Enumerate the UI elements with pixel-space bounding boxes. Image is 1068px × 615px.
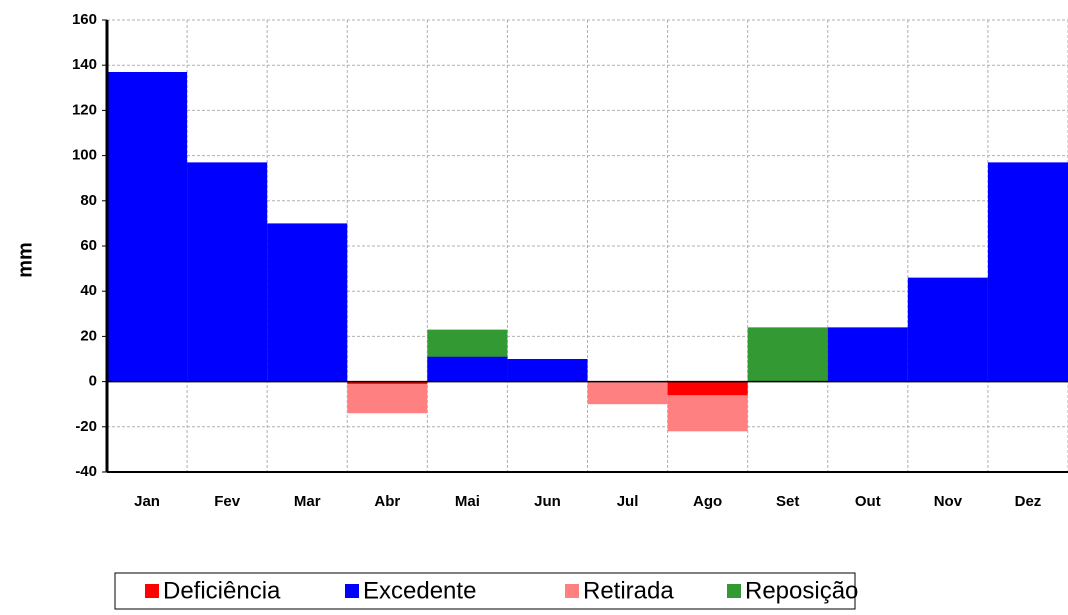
- x-tick-label: Mar: [294, 493, 321, 510]
- x-tick-label: Ago: [693, 493, 722, 510]
- legend-swatch: [565, 584, 579, 598]
- bar: [587, 381, 668, 405]
- bar: [827, 327, 908, 382]
- y-tick-label: 20: [80, 327, 97, 344]
- legend-swatch: [727, 584, 741, 598]
- legend-label: Excedente: [363, 577, 476, 604]
- bar: [907, 277, 988, 382]
- bar: [507, 359, 588, 382]
- x-tick-label: Jun: [534, 493, 561, 510]
- bar: [427, 356, 508, 382]
- y-tick-label: 40: [80, 282, 97, 299]
- y-tick-label: 0: [89, 373, 97, 390]
- legend-label: Retirada: [583, 577, 674, 604]
- y-tick-label: 100: [72, 147, 97, 164]
- bar: [267, 223, 348, 382]
- legend-swatch: [145, 584, 159, 598]
- bar: [187, 162, 268, 382]
- y-tick-label: 60: [80, 237, 97, 254]
- x-tick-label: Out: [855, 493, 881, 510]
- bar: [347, 381, 428, 384]
- bar: [347, 381, 428, 414]
- x-tick-label: Fev: [214, 493, 241, 510]
- y-tick-label: -40: [75, 463, 97, 480]
- x-tick-label: Set: [776, 493, 799, 510]
- bar: [987, 162, 1068, 382]
- y-tick-label: 80: [80, 192, 97, 209]
- y-tick-label: 120: [72, 101, 97, 118]
- y-tick-label: 160: [72, 11, 97, 28]
- legend-swatch: [345, 584, 359, 598]
- y-tick-label: 140: [72, 56, 97, 73]
- x-tick-label: Dez: [1015, 493, 1042, 510]
- x-tick-label: Jan: [134, 493, 160, 510]
- x-tick-label: Mai: [455, 493, 480, 510]
- bar: [107, 71, 188, 382]
- y-axis-label: mm: [14, 242, 36, 278]
- legend-label: Reposição: [745, 577, 858, 604]
- x-tick-label: Jul: [617, 493, 639, 510]
- y-tick-label: -20: [75, 418, 97, 435]
- bar: [747, 327, 828, 382]
- x-tick-label: Nov: [934, 493, 963, 510]
- x-tick-label: Abr: [374, 493, 400, 510]
- bar: [667, 381, 748, 396]
- legend-label: Deficiência: [163, 577, 281, 604]
